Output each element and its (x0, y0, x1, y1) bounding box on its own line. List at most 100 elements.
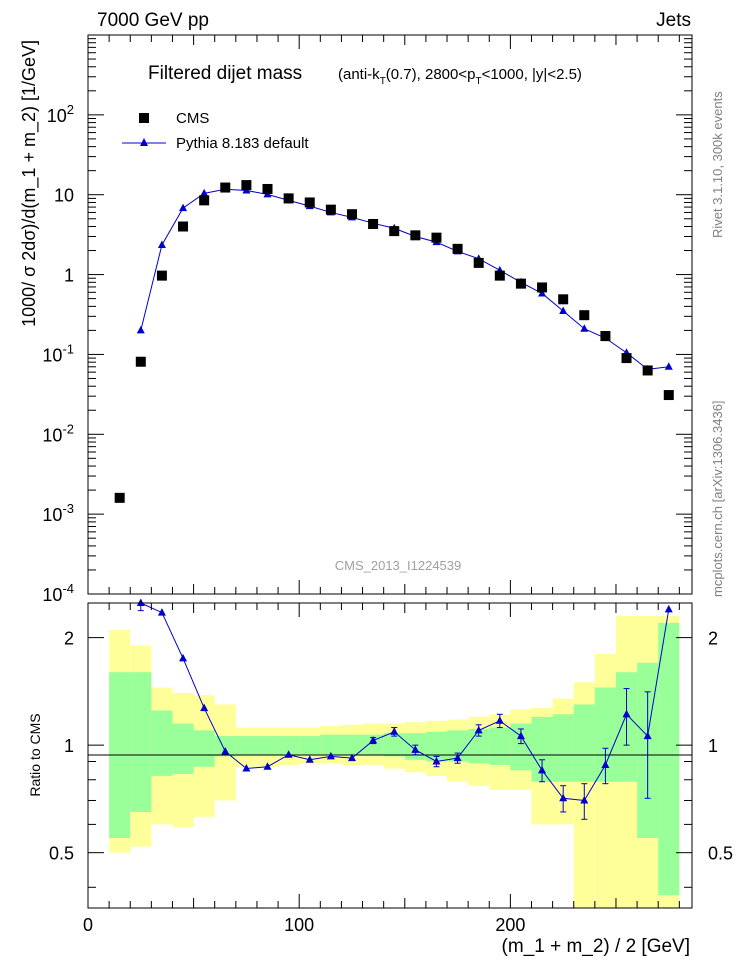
ratio-point (516, 731, 525, 740)
ratio-band-inner (383, 733, 405, 757)
ratio-y-tick-label-left: 1 (64, 736, 74, 756)
main-y-tick-label: 10-3 (42, 501, 74, 525)
data-point (135, 356, 146, 367)
ratio-band-inner (193, 730, 215, 767)
ratio-band-inner (130, 672, 152, 812)
data-series-markers (114, 180, 674, 503)
data-point (368, 218, 379, 229)
x-axis-title: (m_1 + m_2) / 2 [GeV] (502, 936, 691, 957)
data-point (452, 243, 463, 254)
ratio-point (601, 760, 610, 768)
mc-point (559, 306, 568, 314)
ratio-point (580, 795, 589, 804)
ratio-point (411, 745, 420, 753)
ratio-point (326, 751, 335, 760)
mc-point (580, 324, 589, 332)
data-point (515, 278, 526, 289)
ratio-point (453, 753, 462, 762)
ratio-band-inner (552, 714, 574, 782)
main-y-tick-labels: 10-4 10-3 10-2 10-1 1 10 102 (42, 102, 74, 605)
ratio-point (157, 608, 166, 616)
ratio-band-inner (362, 734, 384, 755)
main-y-tick-label: 10-2 (42, 421, 74, 445)
ratio-point (538, 765, 547, 774)
rivet-label: Rivet 3.1.10, 300k events (710, 91, 725, 238)
ratio-band-inner (425, 731, 448, 762)
ratio-point (242, 764, 251, 772)
data-point (431, 232, 442, 243)
data-point (283, 193, 294, 204)
x-tick-label: 100 (284, 915, 314, 935)
ratio-panel: 0.5 0.5 1 1 2 2 0 100 200 Ratio to CMS (m_1 + m_… (27, 598, 733, 957)
ratio-frame (87, 602, 693, 909)
data-point (220, 182, 231, 193)
main-ticks (87, 35, 692, 595)
plot-title: Filtered dijet mass (148, 63, 302, 84)
ratio-point (390, 727, 399, 735)
ratio-point (179, 653, 188, 662)
ratio-point (347, 753, 356, 762)
ratio-band-inner (531, 716, 553, 782)
legend-mc-marker (140, 138, 148, 146)
ratio-band-inner (299, 736, 321, 755)
data-point (494, 270, 505, 281)
ratio-point (495, 716, 504, 724)
ratio-y-tick-label-left: 2 (64, 629, 74, 649)
ratio-point (643, 731, 652, 740)
mc-series-markers (136, 184, 673, 373)
data-point (262, 183, 273, 194)
ratio-y-tick-label-left: 0.5 (49, 844, 74, 864)
ratio-band-inner (256, 736, 279, 755)
data-point (304, 197, 315, 208)
data-point (389, 226, 400, 237)
ratio-band-inner (151, 710, 173, 776)
plot-cuts: (anti-kT(0.7), 2800<pT<1000, |y|<2.5) (338, 66, 582, 87)
ratio-series (136, 598, 673, 820)
ratio-y-axis-title: Ratio to CMS (27, 713, 43, 796)
main-y-tick-label: 10-1 (42, 341, 74, 365)
ratio-point (474, 725, 483, 734)
ratio-point (369, 736, 378, 744)
mc-point (157, 240, 166, 248)
data-point (346, 209, 357, 220)
ratio-band-inner (510, 723, 532, 771)
main-y-tick-label: 102 (47, 102, 74, 126)
data-point (663, 390, 674, 401)
mc-point (664, 362, 673, 370)
ratio-point (664, 604, 673, 613)
ratio-band-inner (278, 736, 300, 755)
main-panel: 10-4 10-3 10-2 10-1 1 10 102 CMS_2013_I1224539… (19, 34, 693, 605)
main-y-axis-title: 1000/ σ 2dσ)/d(m_1 + m_2) [1/GeV] (19, 40, 40, 327)
ratio-point (559, 793, 568, 802)
ratio-point (305, 755, 314, 763)
watermark: CMS_2013_I1224539 (335, 558, 462, 573)
mc-curve (140, 188, 669, 370)
data-point (410, 230, 421, 241)
mc-point (136, 325, 145, 334)
main-y-tick-label: 10-4 (42, 581, 74, 605)
ratio-point (432, 756, 441, 765)
mc-point (538, 288, 547, 297)
ratio-ticks: 0.5 0.5 1 1 2 2 0 100 200 (49, 603, 733, 935)
data-point (558, 294, 569, 305)
mc-point (200, 188, 209, 197)
ratio-y-tick-label-right: 0.5 (708, 844, 733, 864)
data-point (178, 221, 189, 232)
data-point (473, 257, 484, 268)
ratio-band-inner (341, 734, 363, 755)
ratio-y-tick-label-right: 1 (708, 736, 718, 756)
ratio-band-inner (172, 723, 194, 775)
ratio-band-inner (320, 734, 342, 755)
ratio-point (200, 703, 209, 712)
ratio-band-inner (658, 622, 680, 896)
ratio-point (136, 598, 145, 606)
ratio-y-tick-label-right: 2 (708, 629, 718, 649)
legend-data-marker (139, 113, 149, 123)
mc-series-line (140, 188, 669, 370)
data-point (241, 180, 252, 191)
data-point (114, 492, 125, 503)
ratio-band-inner (594, 687, 616, 782)
main-y-tick-label: 10 (54, 186, 74, 206)
data-point (579, 310, 590, 321)
